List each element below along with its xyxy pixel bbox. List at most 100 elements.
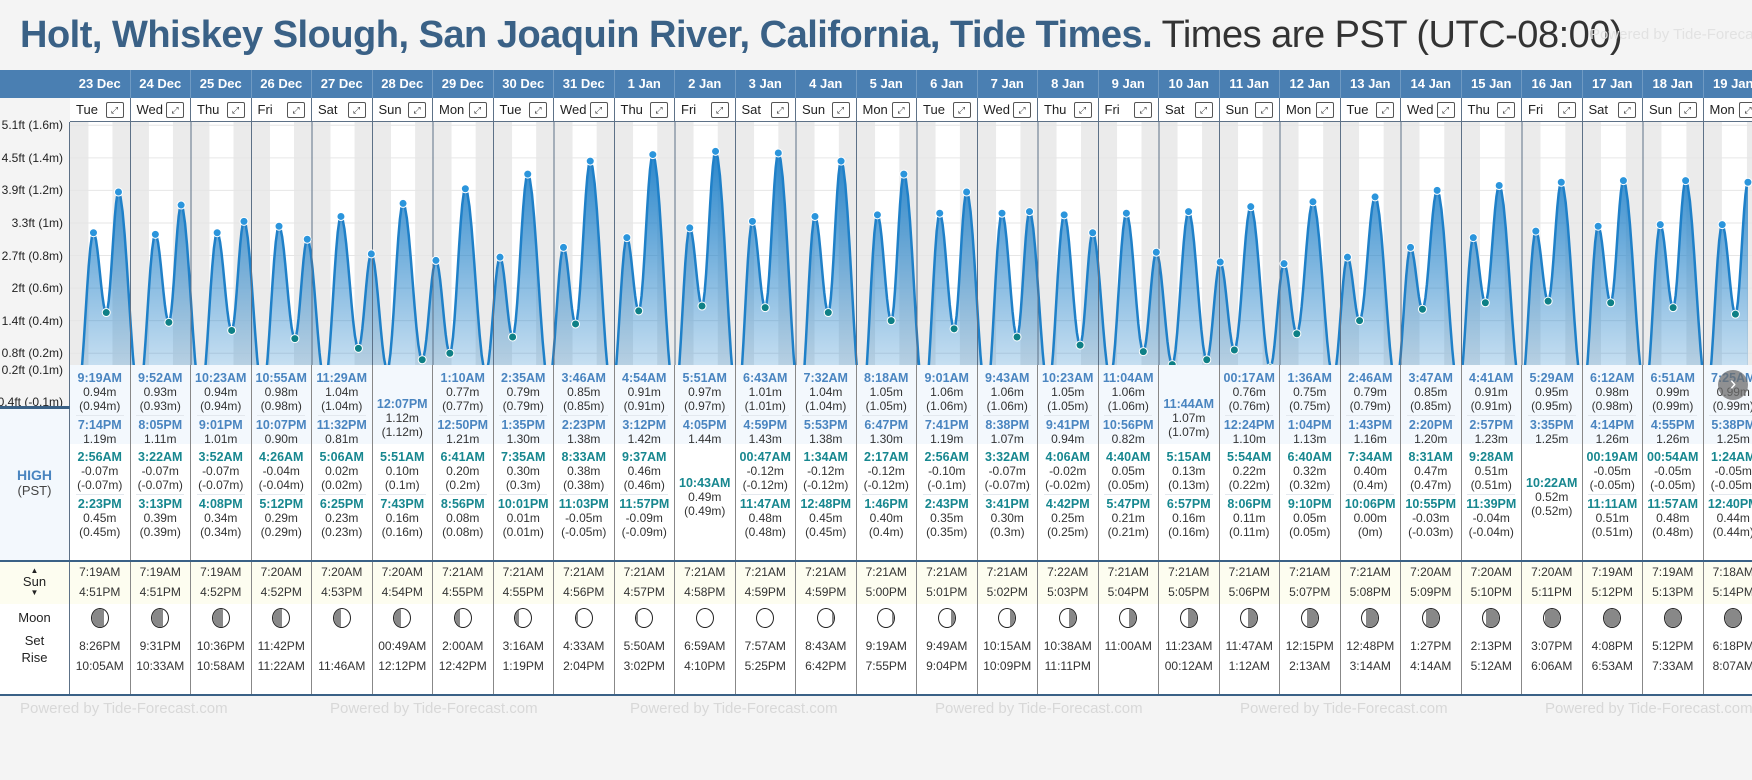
expand-icon[interactable]: ⤢ — [1739, 102, 1752, 118]
expand-icon[interactable]: ⤢ — [105, 102, 124, 118]
expand-icon[interactable]: ⤢ — [468, 102, 487, 118]
low-tide-height: 0.05m — [1111, 464, 1145, 478]
low-tide-height-alt: (0m) — [1357, 525, 1383, 539]
entry-separator — [1406, 494, 1455, 495]
expand-icon[interactable]: ⤢ — [771, 102, 789, 118]
sun-label: Sun — [22, 574, 47, 589]
expand-icon[interactable]: ⤢ — [952, 102, 971, 118]
expand-icon[interactable]: ⤢ — [589, 102, 608, 118]
day-header: Wed ⤢ — [130, 98, 191, 122]
moonrise-time: 1:12AM — [1228, 659, 1270, 673]
expand-icon[interactable]: ⤢ — [287, 102, 305, 118]
high-tide-point — [212, 228, 222, 238]
sun-cell: 7:19AM 5:12PM — [1582, 562, 1643, 604]
high-tide-time: 8:05PM — [138, 418, 183, 432]
low-tide-height: 0.29m — [264, 511, 298, 525]
expand-icon[interactable]: ⤢ — [1618, 102, 1636, 118]
sunrise-time: 7:21AM — [986, 565, 1028, 579]
moon-cell: 12:15PM 2:13AM — [1280, 604, 1341, 694]
low-tide-point — [227, 325, 237, 335]
expand-icon[interactable]: ⤢ — [347, 102, 366, 118]
moonrise-time: 00:12AM — [1164, 659, 1213, 673]
moon-shade — [575, 609, 579, 627]
low-tide-entries: 5:54AM 0.22m (0.22m) 8:06PM 0.11m (0.11m) — [1220, 450, 1280, 539]
low-tide-point — [697, 301, 707, 311]
high-tide-height: 1.11m — [144, 432, 177, 446]
high-tide-time: 8:38PM — [985, 418, 1030, 432]
expand-icon[interactable]: ⤢ — [529, 102, 547, 118]
high-tide-point — [1059, 210, 1069, 220]
date-header: 24 Dec — [130, 70, 191, 98]
expand-icon[interactable]: ⤢ — [1073, 102, 1092, 118]
expand-icon[interactable]: ⤢ — [710, 102, 729, 118]
expand-icon[interactable]: ⤢ — [1255, 102, 1273, 118]
watermark-6: Powered by Tide-Forecast.com — [1545, 700, 1752, 717]
expand-icon[interactable]: ⤢ — [1194, 102, 1213, 118]
expand-icon[interactable]: ⤢ — [1315, 102, 1334, 118]
high-tide-time: 9:01PM — [198, 418, 243, 432]
entry-separator — [620, 494, 669, 495]
low-tide-time: 8:56PM — [440, 497, 485, 511]
low-tide-time: 4:08PM — [198, 497, 243, 511]
expand-icon[interactable]: ⤢ — [1678, 102, 1697, 118]
low-tide-point — [1606, 298, 1616, 308]
moon-cell: 11:23AM 00:12AM — [1159, 604, 1220, 694]
low-tide-height-alt: (0.4m) — [1352, 478, 1388, 492]
high-tide-height-alt: (1.01m) — [744, 399, 786, 413]
expand-icon[interactable]: ⤢ — [226, 102, 245, 118]
expand-icon[interactable]: ⤢ — [1557, 102, 1576, 118]
moon-shade — [1069, 609, 1076, 627]
high-tide-height: 1.38m — [567, 432, 601, 446]
sun-cell: 7:19AM 4:52PM — [191, 562, 252, 604]
watermark-top: Powered by Tide-Forecast.com — [1590, 26, 1752, 43]
expand-icon[interactable]: ⤢ — [1497, 102, 1515, 118]
expand-icon[interactable]: ⤢ — [831, 102, 850, 118]
high-tide-height-alt: (0.85m) — [1410, 399, 1452, 413]
entry-separator — [1467, 494, 1516, 495]
low-tide-height: 0.32m — [1293, 464, 1327, 478]
low-tide-entries: 9:37AM 0.46m (0.46m) 11:57PM -0.09m (-0.09m) — [615, 450, 675, 539]
expand-icon[interactable]: ⤢ — [1376, 102, 1394, 118]
low-tide-cell: 6:41AM 0.20m (0.2m) 8:56PM 0.08m (0.08m) — [433, 444, 494, 560]
low-tide-height: -0.03m — [1412, 511, 1450, 525]
moon-cell: 6:59AM 4:10PM — [675, 604, 736, 694]
sunrise-time: 7:21AM — [502, 565, 544, 579]
expand-icon[interactable]: ⤢ — [166, 102, 184, 118]
high-tide-height-alt: (0.91m) — [1470, 399, 1512, 413]
high-tide-height: 1.19m — [83, 432, 117, 446]
high-tide-point — [113, 187, 123, 197]
low-tide-cell: 7:35AM 0.30m (0.3m) 10:01PM 0.01m (0.01m) — [493, 444, 554, 560]
low-tide-time: 6:40AM — [1287, 450, 1332, 464]
expand-icon[interactable]: ⤢ — [1134, 102, 1152, 118]
day-header: Thu ⤢ — [1038, 98, 1099, 122]
low-tide-height: -0.12m — [807, 464, 845, 478]
sunrise-time: 7:19AM — [79, 565, 121, 579]
low-tide-height-alt: (0.22m) — [1228, 478, 1270, 492]
high-tide-time: 2:23PM — [561, 418, 606, 432]
entry-separator — [1104, 415, 1153, 416]
low-tide-height-alt: (0.4m) — [868, 525, 904, 539]
day-header: Tue ⤢ — [70, 98, 131, 122]
expand-icon[interactable]: ⤢ — [1436, 102, 1455, 118]
low-tide-time: 3:41PM — [985, 497, 1030, 511]
moonrise-label: Rise — [21, 650, 48, 665]
low-tide-height-alt: (0.3m) — [505, 478, 541, 492]
high-tide-point — [1151, 247, 1161, 257]
expand-icon[interactable]: ⤢ — [408, 102, 426, 118]
expand-icon[interactable]: ⤢ — [892, 102, 910, 118]
moon-cell: 10:15AM 10:09PM — [977, 604, 1038, 694]
high-tide-point — [1468, 233, 1478, 243]
low-tide-time: 1:46PM — [864, 497, 909, 511]
low-tide-cell: 9:28AM 0.51m (0.51m) 11:39PM -0.04m (-0.04m) — [1461, 444, 1522, 560]
high-tide-entries: 12:07PM 1.12m (1.12m) — [373, 397, 433, 439]
high-tide-height-alt: (1.06m) — [926, 399, 968, 413]
next-page-button[interactable]: › — [1718, 370, 1748, 400]
high-tide-height: 1.26m — [1656, 432, 1690, 446]
high-tide-point — [872, 210, 882, 220]
high-tide-height: 0.79m — [1353, 385, 1387, 399]
expand-icon[interactable]: ⤢ — [1013, 102, 1031, 118]
expand-icon[interactable]: ⤢ — [650, 102, 668, 118]
